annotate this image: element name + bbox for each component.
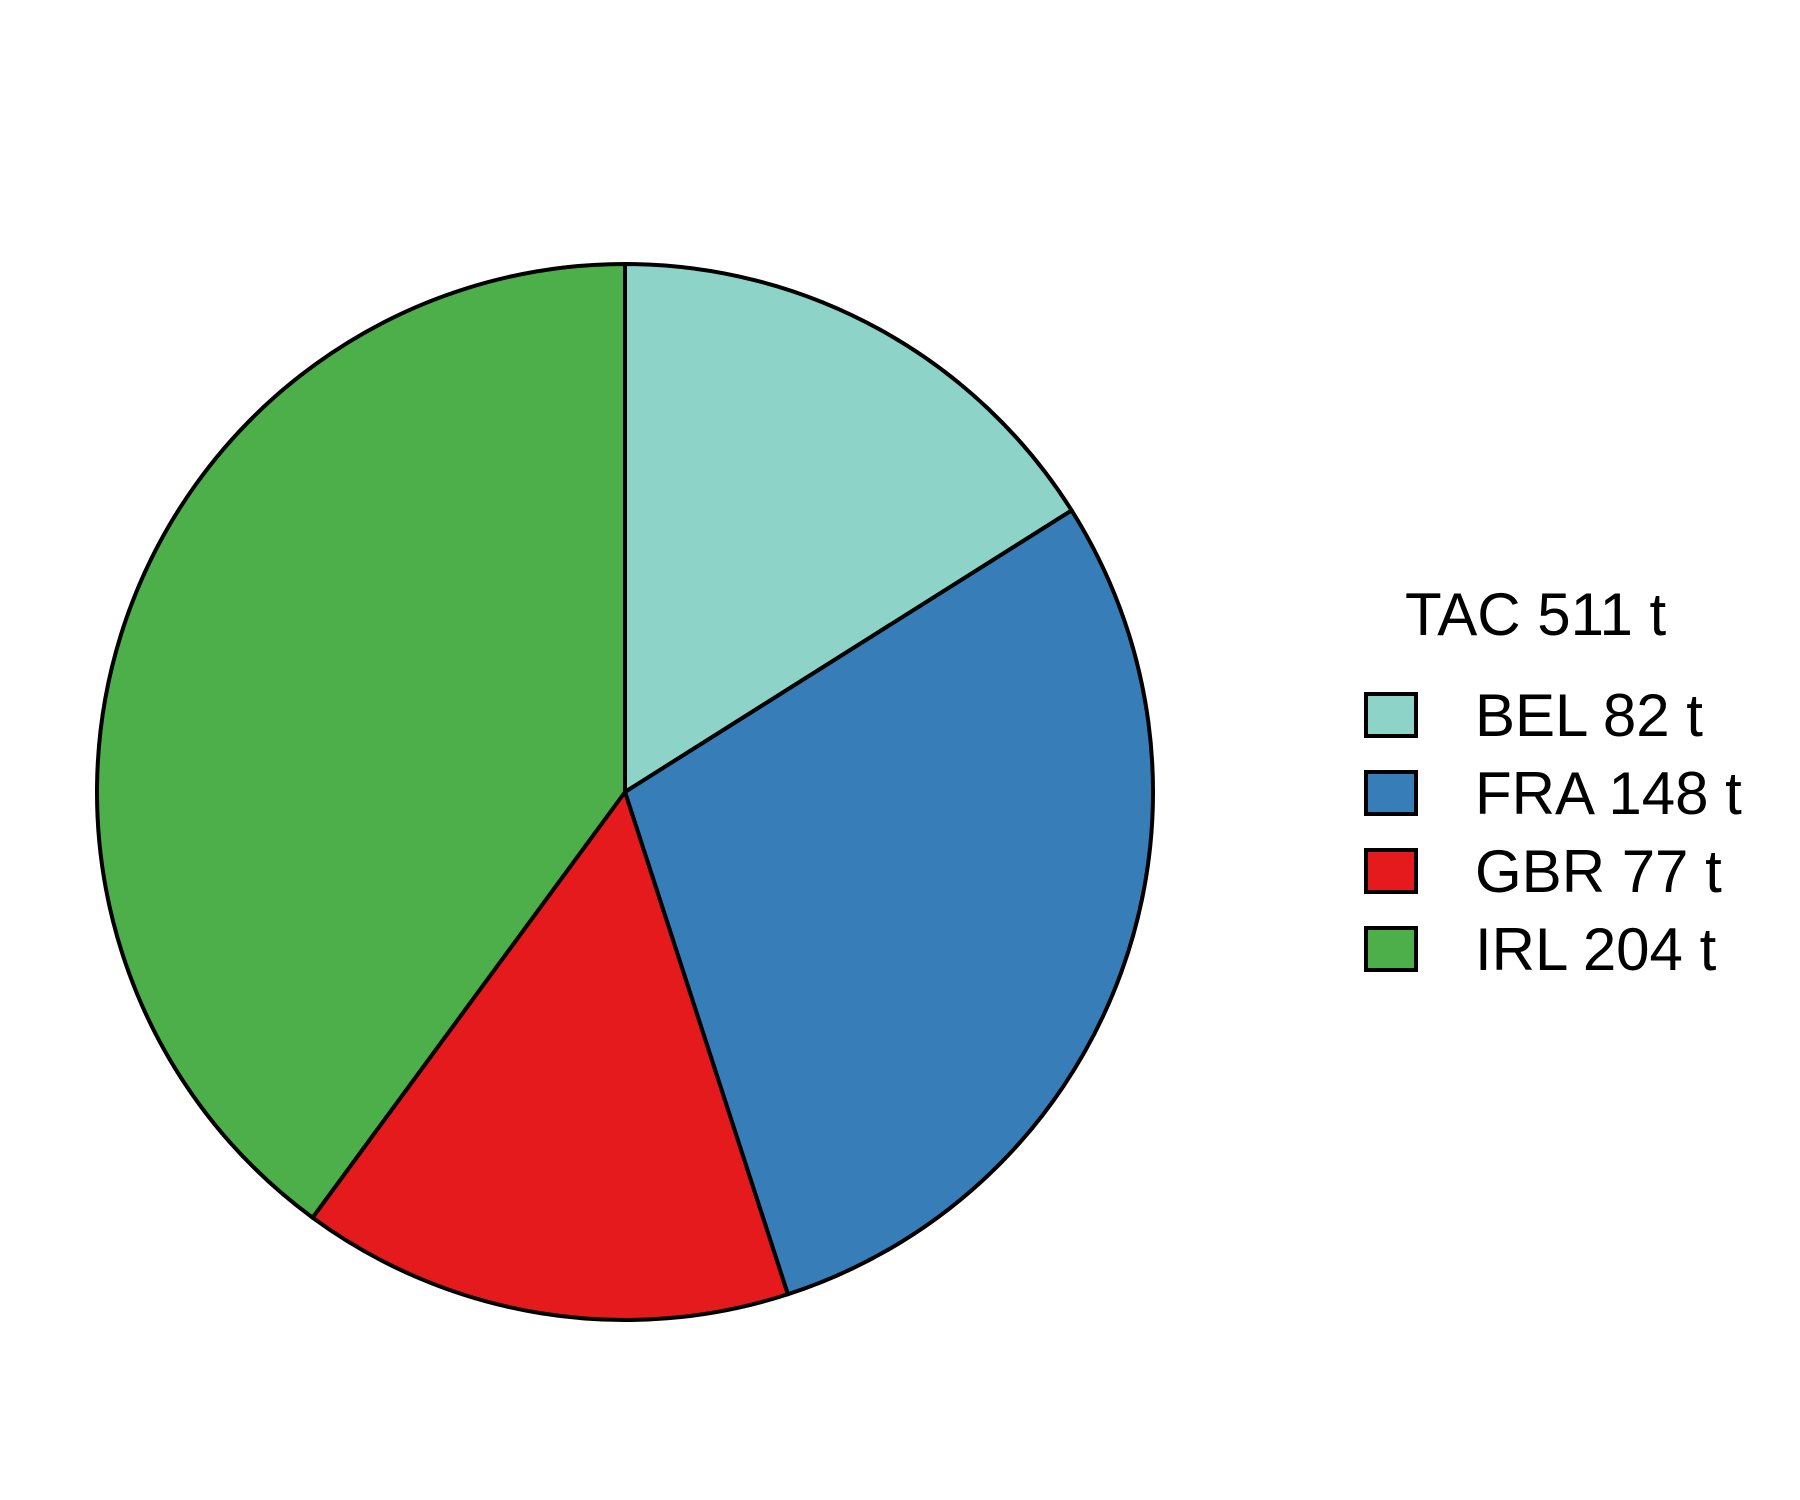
pie-slices [95,262,1155,1323]
legend-label-bel: BEL 82 t [1475,682,1703,749]
legend-swatch-fra [1364,770,1418,816]
legend-item-irl: IRL 204 t [1364,916,1717,983]
legend-swatch-irl [1364,926,1418,972]
legend-label-irl: IRL 204 t [1475,916,1717,983]
legend-items: BEL 82 t FRA 148 t GBR 77 t IRL 204 t [1364,682,1742,983]
pie-slice-fra [623,508,1155,1297]
pie-slice-bel [623,262,1074,794]
legend-label-fra: FRA 148 t [1475,760,1742,827]
legend-item-bel: BEL 82 t [1364,682,1703,749]
pie-slice-irl [95,262,627,1220]
legend-label-gbr: GBR 77 t [1475,838,1722,905]
legend-item-gbr: GBR 77 t [1364,838,1722,905]
legend-swatch-gbr [1364,848,1418,894]
legend-item-fra: FRA 148 t [1364,760,1742,827]
legend-swatch-bel [1364,692,1418,738]
legend: TAC 511 t BEL 82 t FRA 148 t GBR 77 t IRL 2… [1364,581,1742,983]
pie-slice-gbr [310,790,790,1323]
legend-title: TAC 511 t [1405,581,1667,648]
